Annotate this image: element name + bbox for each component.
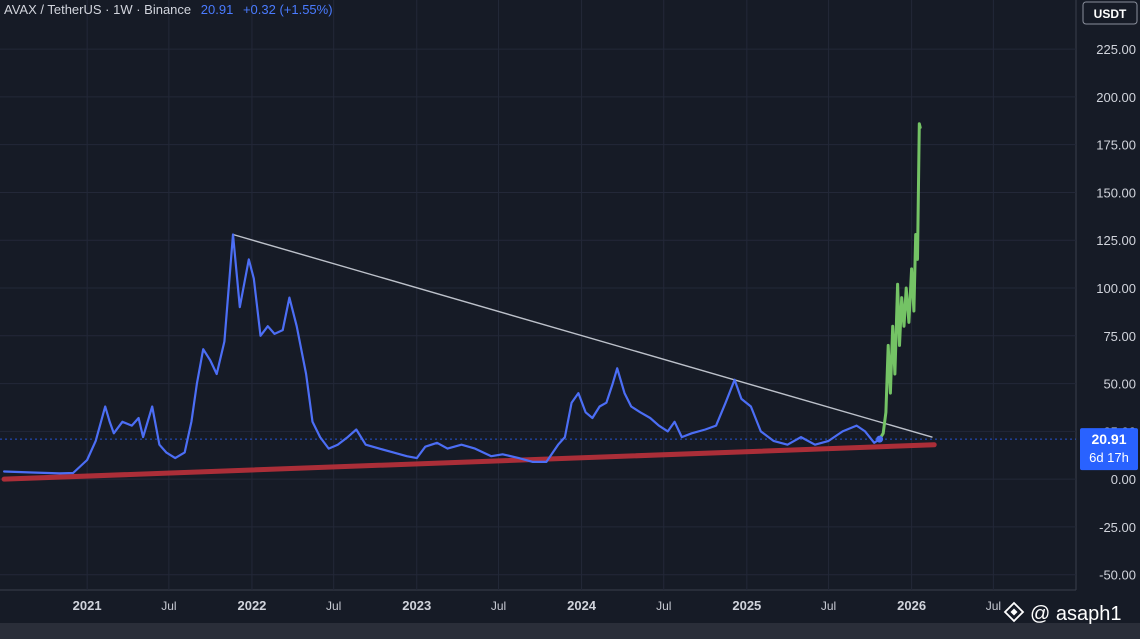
- price-badge-countdown: 6d 17h: [1089, 450, 1129, 465]
- price-badge: [1080, 428, 1138, 471]
- y-tick-label-7: 50.00: [1103, 377, 1136, 392]
- x-tick-label-8: 2025: [732, 598, 761, 613]
- x-tick-label-11: Jul: [986, 599, 1001, 613]
- y-tick-label-4: 125.00: [1096, 233, 1136, 248]
- y-tick-label-6: 75.00: [1103, 329, 1136, 344]
- watermark-handle: @ asaph1: [1030, 603, 1121, 625]
- x-tick-label-10: 2026: [897, 598, 926, 613]
- x-tick-label-1: Jul: [161, 599, 176, 613]
- last-price-marker: [876, 435, 884, 443]
- header-price: 20.91: [201, 2, 234, 17]
- currency-box[interactable]: [1082, 1, 1138, 25]
- y-tick-label-3: 150.00: [1096, 185, 1136, 200]
- y-tick-label-0: 225.00: [1096, 42, 1136, 57]
- watermark: @ asaph1: [1003, 601, 1121, 625]
- bottom-band: [0, 623, 1140, 639]
- x-tick-label-7: Jul: [656, 599, 671, 613]
- currency-label[interactable]: USDT: [1094, 7, 1127, 21]
- trendlines: [1, 233, 937, 482]
- price-axis[interactable]: [1076, 0, 1140, 623]
- chart-header[interactable]: AVAX / TetherUS · 1W · Binance 20.91 +0.…: [4, 2, 333, 17]
- x-tick-label-2: 2022: [237, 598, 266, 613]
- support-trendline: [1, 442, 937, 482]
- y-tick-label-1: 200.00: [1096, 90, 1136, 105]
- binance-diamond-icon: [1003, 601, 1025, 623]
- y-tick-label-2: 175.00: [1096, 138, 1136, 153]
- x-tick-label-9: Jul: [821, 599, 836, 613]
- y-tick-label-5: 100.00: [1096, 281, 1136, 296]
- x-axis-ticks: 2021 Jul 2022 Jul 2023 Jul 2024 Jul 2025 Jul 2026 J…: [73, 598, 1001, 613]
- y-tick-label-10: -25.00: [1099, 520, 1136, 535]
- x-tick-label-4: 2023: [402, 598, 431, 613]
- x-tick-label-5: Jul: [491, 599, 506, 613]
- y-tick-label-9: 0.00: [1111, 472, 1136, 487]
- series-group: [2, 122, 922, 475]
- x-tick-label-6: 2024: [567, 598, 597, 613]
- price-series-line: [2, 233, 881, 475]
- header-change: +0.32 (+1.55%): [243, 2, 333, 17]
- y-tick-label-11: -50.00: [1099, 568, 1136, 583]
- x-tick-label-3: Jul: [326, 599, 341, 613]
- x-tick-label-0: 2021: [73, 598, 102, 613]
- resistance-trendline: [232, 233, 933, 438]
- header-symbol: AVAX / TetherUS · 1W · Binance: [4, 2, 191, 17]
- projection-series-line: [878, 122, 922, 441]
- price-badge-value: 20.91: [1091, 431, 1126, 447]
